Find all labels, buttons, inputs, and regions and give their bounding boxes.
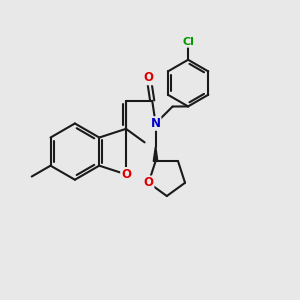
Text: O: O: [144, 176, 154, 189]
Text: O: O: [121, 168, 131, 181]
Text: O: O: [144, 71, 154, 85]
Polygon shape: [153, 147, 158, 161]
Text: Cl: Cl: [182, 37, 194, 47]
Text: N: N: [151, 117, 160, 130]
